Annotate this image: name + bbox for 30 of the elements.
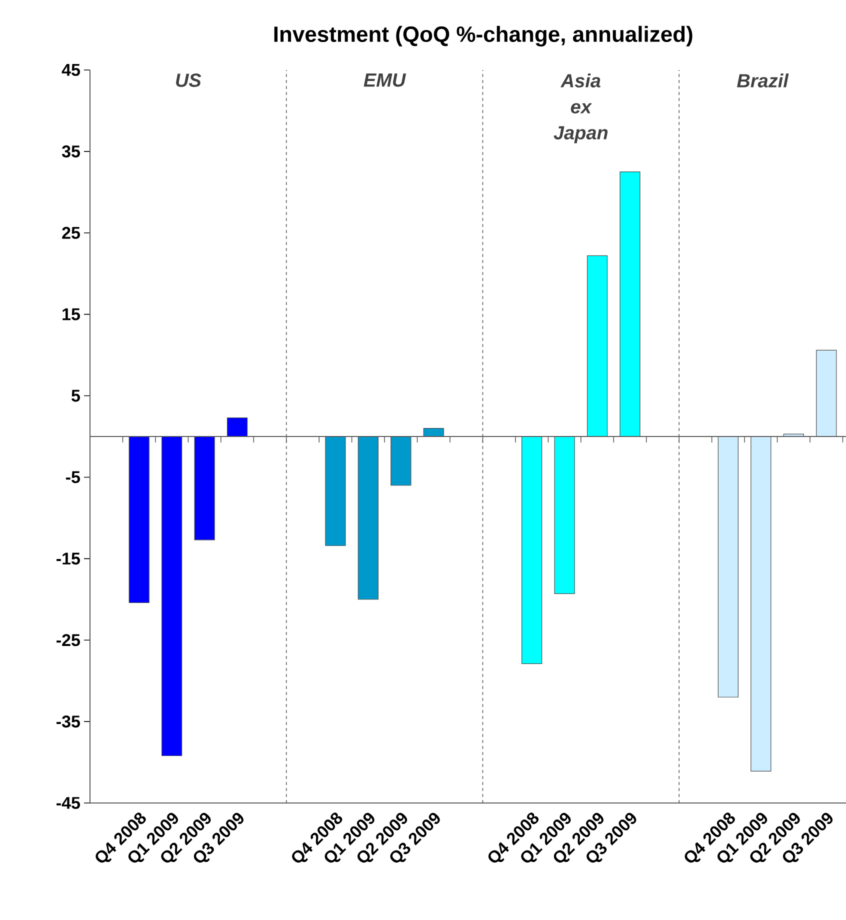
bar (358, 436, 378, 600)
bar (325, 436, 346, 546)
bar (554, 436, 575, 594)
bar (226, 417, 248, 437)
y-tick-label: 15 (62, 308, 80, 320)
y-tick-label: 5 (72, 390, 80, 402)
y-tick-label: -15 (56, 552, 80, 565)
y-tick-label: 35 (62, 145, 80, 158)
annotation: EMU (364, 74, 406, 87)
bar (750, 436, 772, 772)
bar (194, 436, 215, 540)
bar (718, 436, 738, 698)
annotation: Asia ex Japan (554, 74, 608, 144)
bar (128, 436, 150, 603)
bar (390, 436, 412, 486)
bar (816, 350, 837, 437)
y-tick-label: 45 (62, 64, 80, 76)
y-tick-label: -5 (66, 471, 80, 484)
y-tick-label: -35 (56, 716, 80, 728)
y-tick-label: -25 (56, 634, 80, 646)
bar (522, 436, 542, 664)
bar (423, 428, 444, 437)
annotation: Brazil (737, 74, 789, 88)
bar (620, 172, 640, 437)
bar (586, 255, 608, 437)
y-tick-label: 25 (62, 226, 80, 239)
y-tick-label: -45 (56, 797, 80, 809)
chart-title: Investment (QoQ %-change, annualized) (274, 26, 692, 46)
bar (162, 436, 182, 756)
annotation: US (176, 74, 202, 87)
